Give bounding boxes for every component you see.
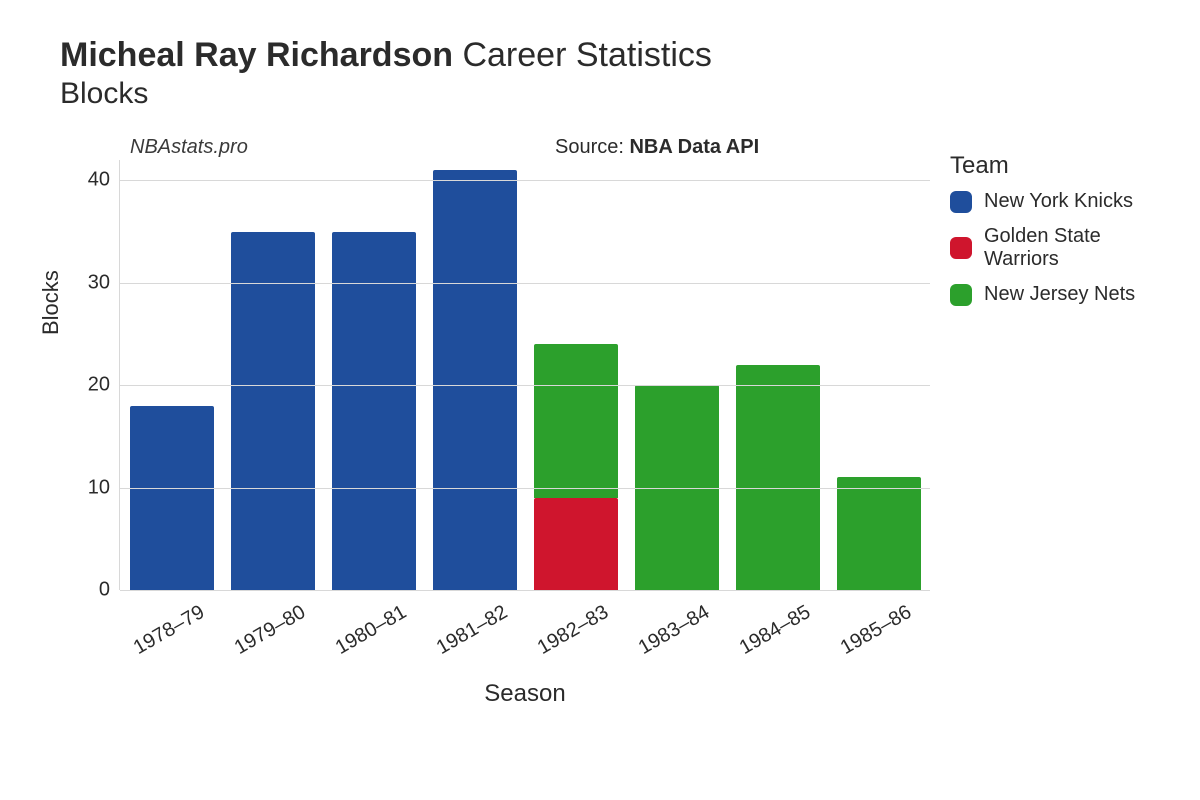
y-tick-label: 0 <box>70 579 110 602</box>
bar <box>231 160 315 590</box>
bar-segment <box>837 477 921 590</box>
bar <box>736 160 820 590</box>
legend-label: New York Knicks <box>984 190 1133 213</box>
grid-line <box>120 283 930 284</box>
title-rest: Career Statistics <box>462 36 711 74</box>
source-credit: Source: NBA Data API <box>555 136 759 159</box>
source-prefix: Source: <box>555 136 629 158</box>
legend: Team New York Knicks Golden State Warrior… <box>950 152 1180 318</box>
chart-title: Micheal Ray Richardson Career Statistics… <box>60 36 1176 111</box>
watermark-site: NBAstats.pro <box>130 136 248 159</box>
bar <box>837 160 921 590</box>
legend-items: New York Knicks Golden State Warriors New … <box>950 190 1180 306</box>
x-tick-label: 1981–82 <box>433 601 512 660</box>
x-axis-label: Season <box>120 680 930 708</box>
x-tick-label: 1983–84 <box>635 601 714 660</box>
bar <box>635 160 719 590</box>
x-tick-label: 1985–86 <box>837 601 916 660</box>
bar-segment <box>130 406 214 590</box>
legend-label: New Jersey Nets <box>984 283 1135 306</box>
bar <box>433 160 517 590</box>
title-player-name: Micheal Ray Richardson <box>60 36 453 74</box>
y-tick-label: 10 <box>70 476 110 499</box>
legend-item: Golden State Warriors <box>950 225 1180 271</box>
title-subtitle: Blocks <box>60 77 1176 111</box>
x-tick-label: 1980–81 <box>332 601 411 660</box>
title-line-1: Micheal Ray Richardson Career Statistics <box>60 36 1176 75</box>
x-tick-label: 1982–83 <box>534 601 613 660</box>
bar-segment <box>534 344 618 498</box>
bar-segment <box>332 232 416 590</box>
grid-line <box>120 180 930 181</box>
bar-segment <box>736 365 820 590</box>
x-tick-label: 1978–79 <box>130 601 209 660</box>
legend-item: New Jersey Nets <box>950 283 1180 306</box>
bar-segment <box>231 232 315 590</box>
legend-title: Team <box>950 152 1180 180</box>
chart-area: Blocks Season Team New York KnicksGolden… <box>60 160 1180 760</box>
y-axis-line <box>119 160 120 590</box>
bars-container <box>120 160 930 590</box>
x-tick-label: 1984–85 <box>736 601 815 660</box>
plot-area <box>120 160 930 590</box>
grid-line <box>120 590 930 591</box>
bar <box>332 160 416 590</box>
grid-line <box>120 488 930 489</box>
y-tick-label: 20 <box>70 374 110 397</box>
bar <box>534 160 618 590</box>
y-tick-label: 30 <box>70 271 110 294</box>
source-name: NBA Data API <box>629 136 759 158</box>
legend-label: Golden State Warriors <box>984 225 1180 271</box>
bar-segment <box>534 498 618 590</box>
y-tick-label: 40 <box>70 169 110 192</box>
y-axis-label: Blocks <box>38 270 64 335</box>
bar <box>130 160 214 590</box>
legend-item: New York Knicks <box>950 190 1180 213</box>
x-tick-label: 1979–80 <box>231 601 310 660</box>
legend-swatch <box>950 237 972 259</box>
legend-swatch <box>950 191 972 213</box>
bar-segment <box>433 170 517 590</box>
legend-swatch <box>950 284 972 306</box>
grid-line <box>120 385 930 386</box>
